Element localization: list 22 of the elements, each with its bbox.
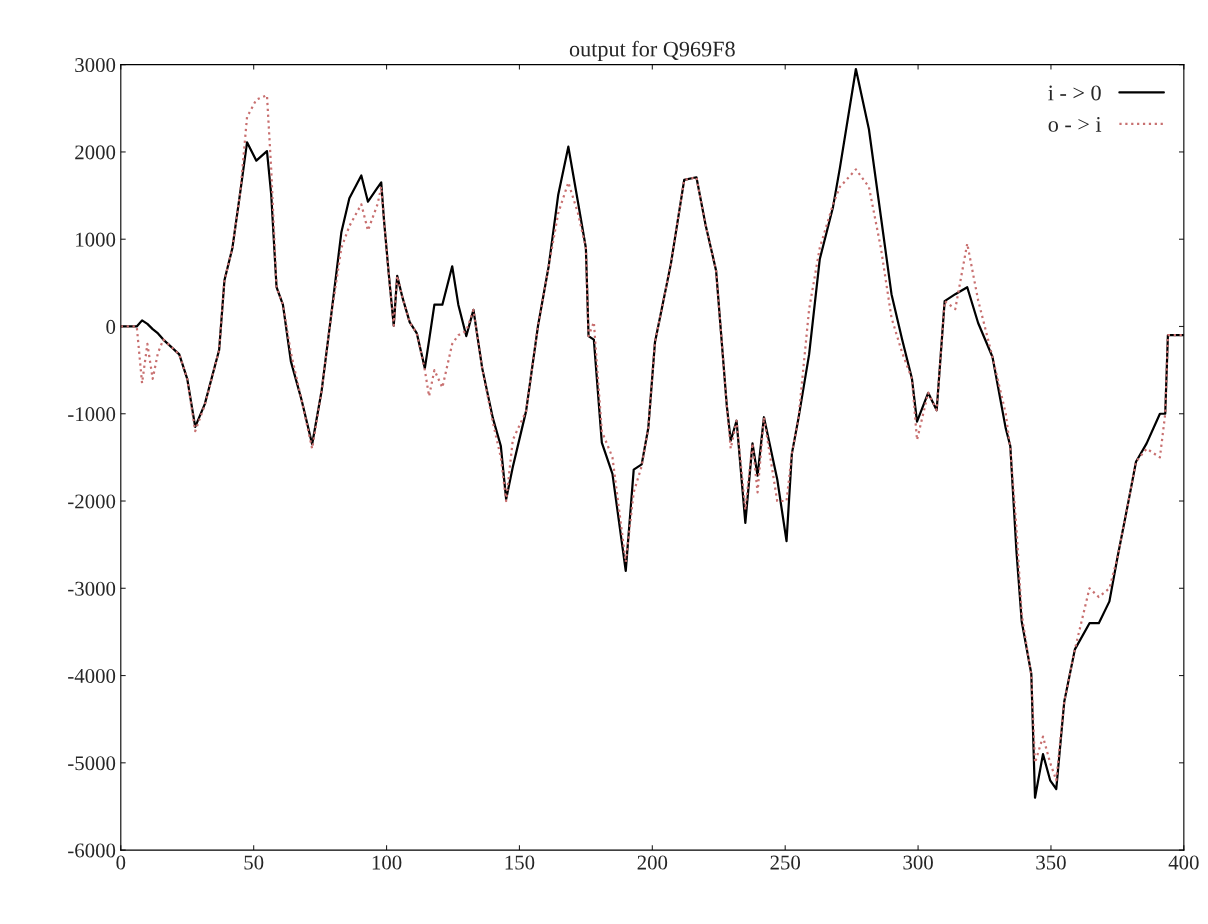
x-tick-label: 0 <box>116 855 126 870</box>
x-tick-label: 100 <box>372 855 402 870</box>
x-tick-label: 150 <box>505 855 535 870</box>
y-tick-label: 1000 <box>76 232 116 247</box>
y-tick-label: 3000 <box>75 58 116 73</box>
x-tick-label: 350 <box>1036 855 1066 870</box>
y-tick-label: 2000 <box>75 145 116 160</box>
x-tick-label: 300 <box>903 855 933 870</box>
x-tick-label: 200 <box>637 855 668 870</box>
y-tick-label: -5000 <box>68 756 116 771</box>
x-tick-label: 250 <box>770 855 801 870</box>
y-tick-label: -1000 <box>68 407 116 422</box>
y-tick-label: -4000 <box>68 668 116 683</box>
y-tick-label: -2000 <box>68 494 116 509</box>
legend-label: i - > 0 <box>1048 85 1101 101</box>
y-tick-label: -6000 <box>68 843 116 858</box>
legend-label: o - > i <box>1048 116 1102 132</box>
x-tick-label: 400 <box>1168 855 1199 870</box>
x-tick-label: 50 <box>244 855 264 870</box>
chart-title: output for Q969F8 <box>569 40 735 62</box>
y-tick-label: 0 <box>106 319 116 334</box>
y-tick-label: -3000 <box>68 581 116 596</box>
